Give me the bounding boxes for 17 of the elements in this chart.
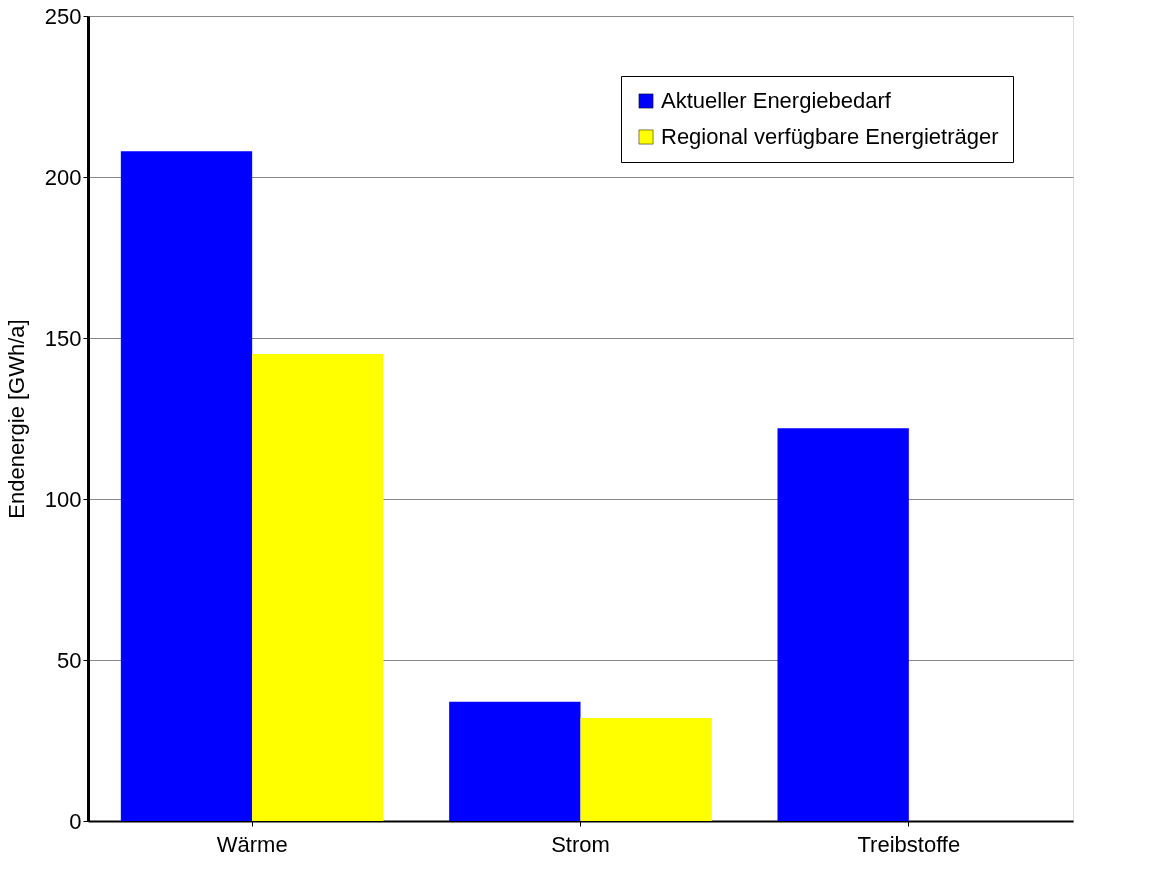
x-tick-label: Wärme [216, 831, 288, 857]
bar [449, 701, 581, 821]
y-tick-label: 150 [44, 325, 82, 351]
y-tick-label: 200 [44, 164, 82, 190]
x-tick-label: Treibstoffe [857, 831, 961, 857]
y-tick-label: 250 [44, 3, 82, 29]
legend-label: Regional verfügbare Energieträger [661, 124, 999, 149]
y-tick-label: 50 [57, 647, 82, 673]
x-tick-label: Strom [551, 831, 610, 857]
y-tick-label: 0 [69, 808, 82, 834]
y-tick-label: 100 [44, 486, 82, 512]
bar [120, 151, 253, 821]
y-axis-title: Endenergie [GWh/a] [3, 319, 29, 519]
bar [777, 428, 909, 821]
bar [580, 717, 712, 821]
bar [252, 354, 384, 821]
legend-label: Aktueller Energiebedarf [661, 88, 892, 113]
